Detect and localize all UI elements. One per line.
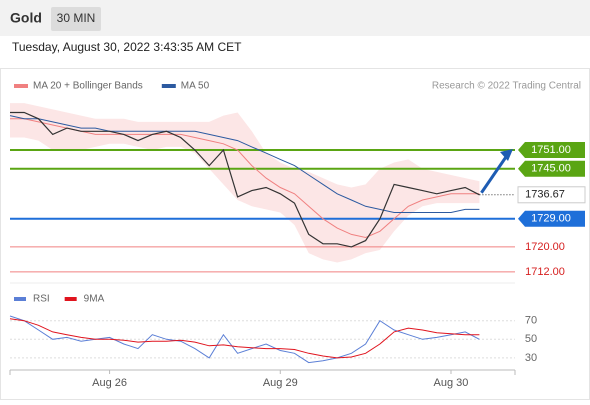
level-label: 1712.00	[525, 266, 565, 278]
level-tag	[518, 210, 585, 227]
y-tick-label: 30	[525, 352, 537, 364]
y-tick-label: 70	[525, 315, 537, 327]
level-label: 1751.00	[531, 144, 571, 156]
title: Gold	[10, 10, 42, 26]
copyright: Research © 2022 Trading Central	[432, 81, 581, 92]
level-label: 1720.00	[525, 241, 565, 253]
legend-label: MA 50	[181, 81, 210, 92]
rsi-line	[9, 315, 480, 364]
x-tick-label: Aug 30	[434, 377, 469, 389]
last-price-box	[517, 186, 586, 204]
legend-swatch	[64, 297, 77, 301]
timestamp: Tuesday, August 30, 2022 3:43:35 AM CET	[12, 40, 242, 54]
interval-badge[interactable]	[51, 7, 101, 31]
rsi-line	[9, 318, 480, 359]
legend-swatch	[14, 297, 26, 301]
legend-swatch	[14, 84, 28, 88]
x-tick-label: Aug 26	[92, 377, 127, 389]
y-tick-label: 50	[525, 333, 537, 345]
x-tick-label: Aug 29	[263, 377, 298, 389]
legend-swatch	[161, 84, 176, 88]
legend-label: 9MA	[84, 294, 105, 305]
level-tag	[518, 160, 585, 177]
last-price-label: 1736.67	[525, 189, 565, 201]
bollinger-band	[10, 103, 480, 263]
price-line	[10, 111, 480, 248]
level-label: 1745.00	[531, 163, 571, 175]
target-arrow	[480, 153, 510, 194]
target-arrowhead	[500, 149, 513, 161]
legend-label: RSI	[33, 294, 50, 305]
legend-label: MA 20 + Bollinger Bands	[33, 81, 143, 92]
interval[interactable]: 30 MIN	[57, 11, 96, 25]
level-tag	[518, 142, 585, 158]
level-label: 1729.00	[531, 213, 571, 225]
ma-line	[9, 115, 480, 213]
